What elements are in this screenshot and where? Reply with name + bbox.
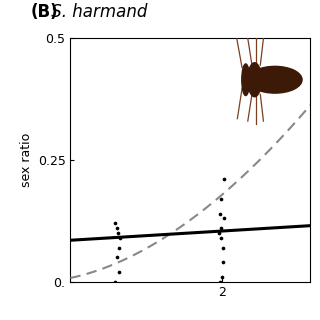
Point — [221, 245, 226, 250]
Point — [220, 260, 225, 265]
Ellipse shape — [248, 63, 261, 97]
Text: (B): (B) — [30, 3, 58, 21]
Text: S. harmand: S. harmand — [46, 3, 148, 21]
Point — [116, 245, 121, 250]
Point — [221, 177, 227, 182]
Point — [218, 226, 223, 231]
Point — [113, 279, 118, 284]
Ellipse shape — [242, 64, 250, 96]
Y-axis label: sex ratio: sex ratio — [20, 133, 34, 187]
Point — [218, 211, 223, 216]
Ellipse shape — [248, 66, 302, 93]
Point — [217, 230, 222, 236]
Point — [115, 255, 120, 260]
Point — [219, 235, 224, 240]
Point — [219, 274, 224, 279]
Point — [113, 221, 118, 226]
Point — [115, 226, 120, 231]
Point — [218, 279, 223, 284]
Point — [117, 235, 123, 240]
Point — [219, 196, 224, 202]
Point — [116, 269, 121, 275]
Point — [221, 216, 227, 221]
Point — [115, 230, 120, 236]
